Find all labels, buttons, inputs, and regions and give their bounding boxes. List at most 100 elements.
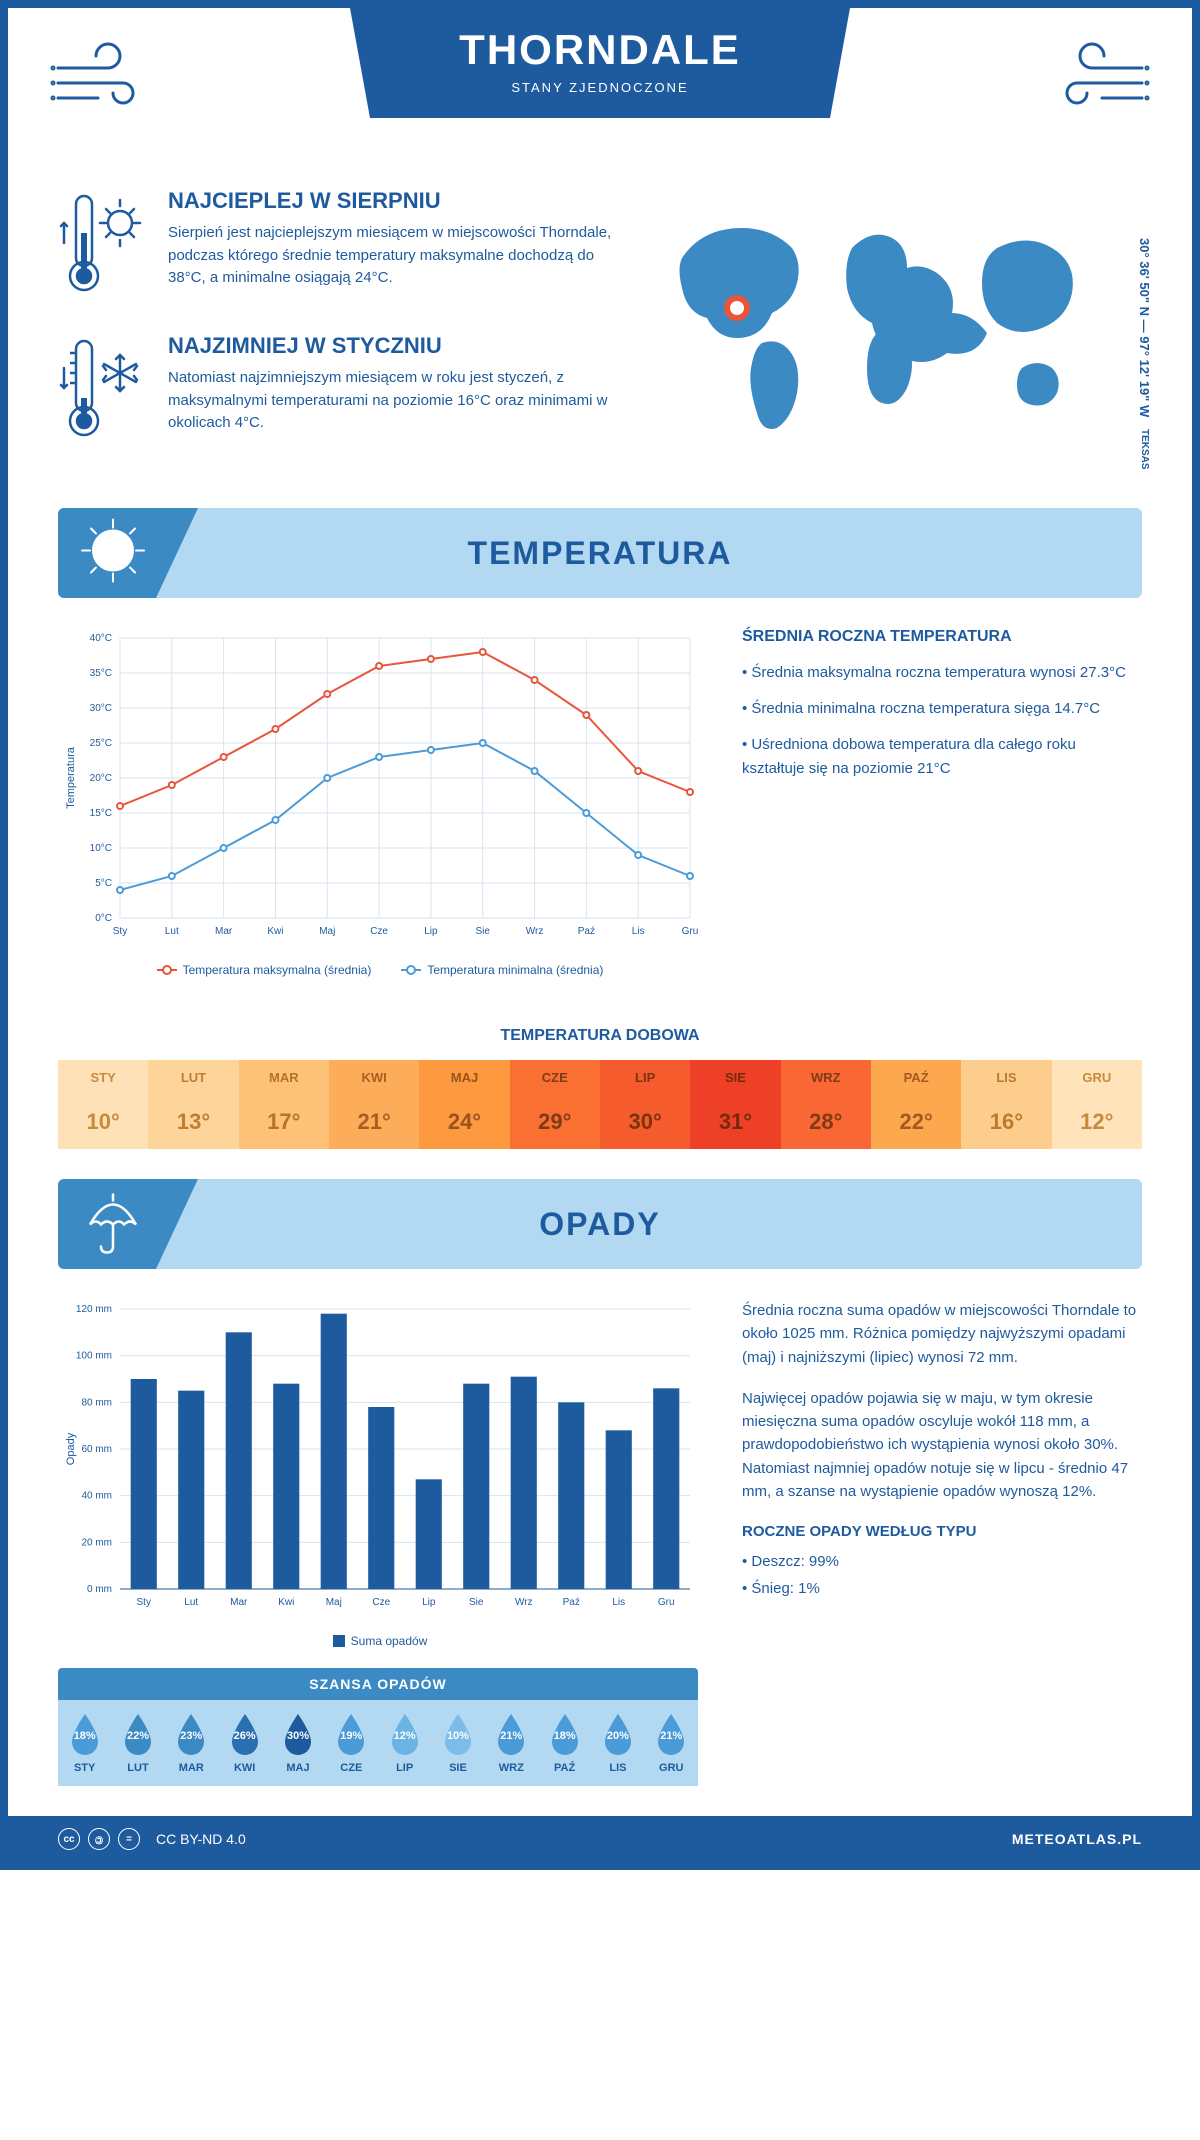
dobowa-value: 21° [329,1095,419,1149]
by-icon: 🄯 [88,1828,110,1850]
temperature-title: TEMPERATURA [468,535,733,572]
temperature-chart: 0°C5°C10°C15°C20°C25°C30°C35°C40°CStyLut… [58,628,702,977]
temp-bullet-1: • Średnia minimalna roczna temperatura s… [742,697,1142,721]
chance-month: GRU [645,1762,698,1774]
dobowa-col: SIE 31° [690,1060,780,1149]
svg-text:120 mm: 120 mm [76,1304,112,1315]
page: THORNDALE STANY ZJEDNOCZONE NAJCIEPLEJ W… [0,0,1200,1870]
cold-paragraph: Natomiast najzimniejszym miesiącem w rok… [168,367,612,435]
dobowa-month: LUT [148,1060,238,1095]
chance-col: 22% LUT [111,1712,164,1774]
dobowa-value: 29° [510,1095,600,1149]
svg-text:Paź: Paź [563,1597,580,1608]
svg-text:Maj: Maj [326,1597,342,1608]
dobowa-table: STY 10° LUT 13° MAR 17° KWI 21° MAJ 24° … [58,1060,1142,1149]
svg-text:100 mm: 100 mm [76,1351,112,1362]
chance-value: 18% [554,1730,576,1742]
dobowa-col: KWI 21° [329,1060,419,1149]
chance-value: 20% [607,1730,629,1742]
footer-license: cc 🄯 = CC BY-ND 4.0 [58,1828,246,1850]
temp-bullet-2: • Uśredniona dobowa temperatura dla całe… [742,733,1142,781]
svg-text:0 mm: 0 mm [87,1584,112,1595]
temp-bullet-0: • Średnia maksymalna roczna temperatura … [742,661,1142,685]
svg-text:Cze: Cze [370,926,388,937]
svg-text:Gru: Gru [658,1597,675,1608]
chance-row: 18% STY 22% LUT 23% MAR 26% KWI [58,1700,698,1786]
temperature-body: 0°C5°C10°C15°C20°C25°C30°C35°C40°CStyLut… [8,598,1192,1007]
dobowa-value: 24° [419,1095,509,1149]
dobowa-month: GRU [1052,1060,1142,1095]
drop-icon: 30% [281,1712,315,1756]
svg-text:Lut: Lut [165,926,179,937]
svg-text:15°C: 15°C [90,808,112,819]
chance-col: 21% WRZ [485,1712,538,1774]
page-subtitle: STANY ZJEDNOCZONE [350,80,850,95]
chance-value: 18% [74,1730,96,1742]
page-title: THORNDALE [350,26,850,74]
dobowa-col: GRU 12° [1052,1060,1142,1149]
dobowa-month: WRZ [781,1060,871,1095]
svg-text:Temperatura: Temperatura [65,746,77,809]
chance-month: STY [58,1762,111,1774]
svg-text:30°C: 30°C [90,703,112,714]
legend-suma-swatch [333,1635,345,1647]
chance-month: PAŹ [538,1762,591,1774]
precipitation-body: 0 mm20 mm40 mm60 mm80 mm100 mm120 mmStyL… [8,1269,1192,1668]
svg-text:Lis: Lis [612,1597,625,1608]
svg-text:Paź: Paź [578,926,595,937]
svg-text:35°C: 35°C [90,668,112,679]
dobowa-value: 13° [148,1095,238,1149]
opady-type-1: • Śnieg: 1% [742,1577,1142,1600]
svg-text:Gru: Gru [682,926,699,937]
chance-col: 12% LIP [378,1712,431,1774]
world-map-icon [642,188,1102,448]
precipitation-legend: Suma opadów [58,1634,702,1648]
thermometer-hot-icon [58,188,148,303]
svg-text:Wrz: Wrz [515,1597,533,1608]
temperature-line-chart: 0°C5°C10°C15°C20°C25°C30°C35°C40°CStyLut… [58,628,702,948]
chance-col: 19% CZE [325,1712,378,1774]
chance-value: 19% [340,1730,362,1742]
chance-col: 20% LIS [591,1712,644,1774]
drop-icon: 18% [68,1712,102,1756]
chance-col: 10% SIE [431,1712,484,1774]
chance-title: SZANSA OPADÓW [58,1668,698,1700]
dobowa-month: KWI [329,1060,419,1095]
chance-value: 10% [447,1730,469,1742]
svg-text:60 mm: 60 mm [81,1444,112,1455]
coords-value: 30° 36' 50" N — 97° 12' 19" W [1137,238,1152,417]
dobowa-month: CZE [510,1060,600,1095]
chance-value: 26% [234,1730,256,1742]
dobowa-month: LIS [961,1060,1051,1095]
svg-text:Mar: Mar [230,1597,248,1608]
svg-text:40°C: 40°C [90,633,112,644]
dobowa-value: 31° [690,1095,780,1149]
temperature-legend: Temperatura maksymalna (średnia) Tempera… [58,963,702,977]
dobowa-col: STY 10° [58,1060,148,1149]
svg-text:Lip: Lip [422,1597,436,1608]
precipitation-section-header: OPADY [58,1179,1142,1269]
chance-month: MAR [165,1762,218,1774]
coordinates: 30° 36' 50" N — 97° 12' 19" W TEKSAS [1137,238,1152,469]
footer: cc 🄯 = CC BY-ND 4.0 METEOATLAS.PL [8,1816,1192,1862]
cold-title: NAJZIMNIEJ W STYCZNIU [168,333,612,359]
hot-block: NAJCIEPLEJ W SIERPNIU Sierpień jest najc… [58,188,612,303]
chance-col: 26% KWI [218,1712,271,1774]
dobowa-month: MAR [239,1060,329,1095]
drop-icon: 22% [121,1712,155,1756]
chance-value: 30% [287,1730,309,1742]
dobowa-value: 30° [600,1095,690,1149]
svg-text:40 mm: 40 mm [81,1491,112,1502]
svg-text:Mar: Mar [215,926,233,937]
precipitation-title: OPADY [539,1206,660,1243]
chance-month: LIP [378,1762,431,1774]
chance-month: CZE [325,1762,378,1774]
svg-text:20°C: 20°C [90,773,112,784]
chance-value: 21% [500,1730,522,1742]
license-text: CC BY-ND 4.0 [156,1831,246,1847]
drop-icon: 19% [334,1712,368,1756]
svg-text:80 mm: 80 mm [81,1397,112,1408]
hot-text: NAJCIEPLEJ W SIERPNIU Sierpień jest najc… [168,188,612,303]
legend-min-swatch [401,969,421,971]
wind-icon-left [48,38,158,123]
